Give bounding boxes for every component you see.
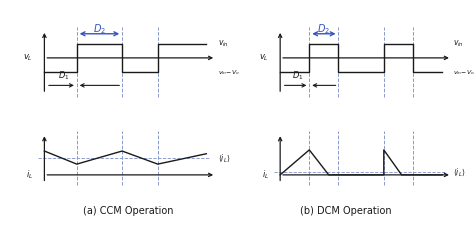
Text: $\langle i_L\rangle$: $\langle i_L\rangle$ xyxy=(218,152,230,164)
Text: $i_L$: $i_L$ xyxy=(26,169,33,181)
Text: $v_L$: $v_L$ xyxy=(23,53,33,63)
Text: $v_{in}$$-$$V_o$: $v_{in}$$-$$V_o$ xyxy=(218,68,239,77)
Text: $v_{in}$$-$$V_o$: $v_{in}$$-$$V_o$ xyxy=(454,68,474,77)
Text: $D_2$: $D_2$ xyxy=(318,22,330,36)
Text: (a) CCM Operation: (a) CCM Operation xyxy=(83,206,173,216)
Text: $D_2$: $D_2$ xyxy=(93,22,106,36)
Text: $\langle i_L\rangle$: $\langle i_L\rangle$ xyxy=(454,166,466,178)
Text: $D_1$: $D_1$ xyxy=(58,69,70,82)
Text: $i_L$: $i_L$ xyxy=(262,169,269,181)
Text: $v_{in}$: $v_{in}$ xyxy=(454,38,465,49)
Text: $v_{in}$: $v_{in}$ xyxy=(218,38,228,49)
Text: $v_L$: $v_L$ xyxy=(259,53,269,63)
Text: (b) DCM Operation: (b) DCM Operation xyxy=(300,206,392,216)
Text: $D_1$: $D_1$ xyxy=(292,69,304,82)
